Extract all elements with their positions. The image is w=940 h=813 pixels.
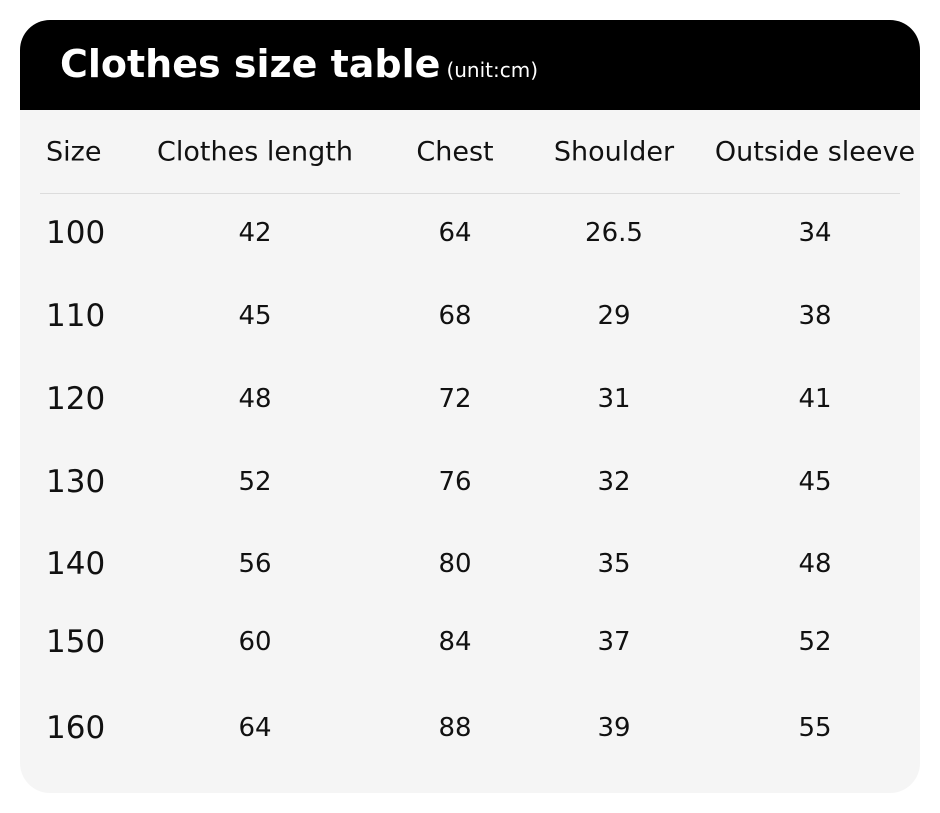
unit-label: (unit:cm) [446, 58, 539, 82]
cell-size: 140 [46, 546, 106, 582]
title-text: Clothes size table [60, 42, 441, 86]
cell-outside-sleeve: 34 [798, 218, 832, 248]
column-header-chest: Chest [416, 136, 494, 168]
cell-size: 130 [46, 464, 106, 500]
cell-shoulder: 35 [597, 549, 631, 579]
cell-chest: 76 [438, 467, 472, 497]
cell-clothes-length: 45 [238, 301, 272, 331]
cell-outside-sleeve: 55 [798, 713, 832, 743]
cell-chest: 68 [438, 301, 472, 331]
cell-clothes-length: 42 [238, 218, 272, 248]
cell-outside-sleeve: 41 [798, 384, 832, 414]
cell-size: 150 [46, 624, 106, 660]
cell-shoulder: 31 [597, 384, 631, 414]
cell-shoulder: 32 [597, 467, 631, 497]
column-header-shoulder: Shoulder [553, 136, 675, 168]
cell-clothes-length: 56 [238, 549, 272, 579]
column-header-size: Size [46, 136, 102, 168]
cell-shoulder: 37 [597, 627, 631, 657]
cell-chest: 64 [438, 218, 472, 248]
table-title: Clothes size table (unit:cm) [60, 42, 538, 86]
cell-outside-sleeve: 45 [798, 467, 832, 497]
cell-shoulder: 29 [597, 301, 631, 331]
column-header-clothes-length: Clothes length [157, 136, 353, 168]
cell-clothes-length: 52 [238, 467, 272, 497]
table-header-bar: Clothes size table (unit:cm) [20, 20, 920, 110]
cell-chest: 72 [438, 384, 472, 414]
cell-size: 110 [46, 298, 106, 334]
cell-size: 160 [46, 710, 106, 746]
cell-shoulder: 39 [597, 713, 631, 743]
cell-clothes-length: 60 [238, 627, 272, 657]
cell-clothes-length: 48 [238, 384, 272, 414]
cell-outside-sleeve: 52 [798, 627, 832, 657]
cell-chest: 80 [438, 549, 472, 579]
cell-shoulder: 26.5 [585, 218, 643, 248]
cell-clothes-length: 64 [238, 713, 272, 743]
cell-size: 120 [46, 381, 106, 417]
cell-size: 100 [46, 215, 106, 251]
cell-outside-sleeve: 48 [798, 549, 832, 579]
size-table-card: Clothes size table (unit:cm) Size Clothes … [20, 20, 920, 793]
cell-chest: 88 [438, 713, 472, 743]
cell-chest: 84 [438, 627, 472, 657]
column-header-outside-sleeve: Outside sleeve [714, 136, 916, 168]
header-divider [40, 193, 900, 194]
cell-outside-sleeve: 38 [798, 301, 832, 331]
